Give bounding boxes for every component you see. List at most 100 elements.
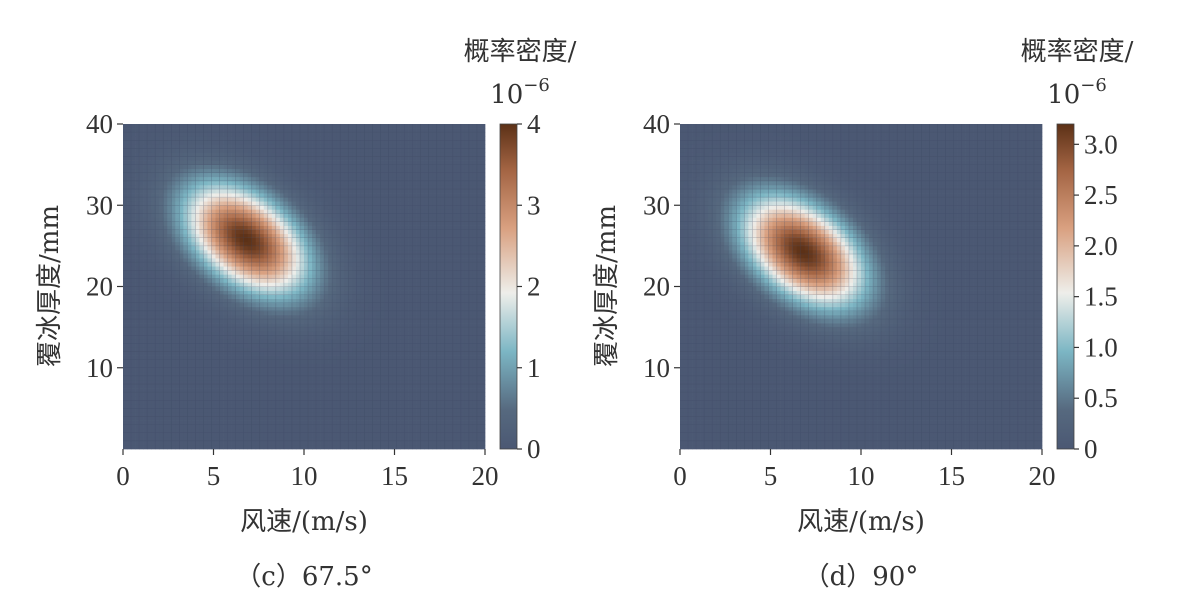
heatmap-cell xyxy=(159,327,164,332)
heatmap-cell xyxy=(295,375,301,381)
heatmap-cell xyxy=(135,233,140,239)
heatmap-cell xyxy=(344,310,349,316)
heatmap-cell xyxy=(131,258,136,263)
heatmap-cell xyxy=(127,428,132,434)
heatmap-cell xyxy=(308,339,313,344)
heatmap-cell xyxy=(199,314,204,320)
heatmap-cell xyxy=(131,327,136,332)
heatmap-cell xyxy=(171,254,176,259)
heatmap-cell xyxy=(372,436,377,442)
heatmap-cell xyxy=(295,233,301,239)
heatmap-cell xyxy=(356,392,361,397)
heatmap-cell xyxy=(219,404,224,409)
heatmap-cell xyxy=(308,396,313,401)
heatmap-cell xyxy=(304,339,309,344)
heatmap-cell xyxy=(175,436,180,442)
heatmap-cell xyxy=(376,225,381,230)
heatmap-cell xyxy=(279,436,285,442)
heatmap-cell xyxy=(456,237,462,243)
heatmap-cell xyxy=(239,294,245,300)
heatmap-cell xyxy=(356,241,361,247)
heatmap-cell xyxy=(167,254,172,259)
heatmap-cell xyxy=(480,306,486,312)
heatmap-cell xyxy=(243,428,249,434)
heatmap-cell xyxy=(275,225,281,230)
heatmap-cell xyxy=(312,416,317,421)
heatmap-cell xyxy=(452,396,458,401)
heatmap-cell xyxy=(376,278,381,283)
heatmap-cell xyxy=(179,245,184,251)
heatmap-cell xyxy=(444,270,450,275)
heatmap-cell xyxy=(231,278,236,283)
heatmap-cell xyxy=(139,314,144,320)
heatmap-cell xyxy=(400,249,405,255)
heatmap-cell xyxy=(143,408,148,413)
heatmap-cell xyxy=(412,327,417,332)
heatmap-cell xyxy=(127,233,132,239)
heatmap-cell xyxy=(472,396,478,401)
heatmap-cell xyxy=(452,339,458,344)
heatmap-cell xyxy=(380,367,385,373)
heatmap-cell xyxy=(135,327,140,332)
heatmap-cell xyxy=(456,339,462,344)
heatmap-cell xyxy=(412,249,417,255)
heatmap-cell xyxy=(332,310,337,316)
heatmap-cell xyxy=(368,319,373,324)
heatmap-cell xyxy=(356,254,361,259)
heatmap-cell xyxy=(195,424,200,430)
heatmap-cell xyxy=(243,424,249,430)
heatmap-cell xyxy=(436,266,442,271)
heatmap-cell xyxy=(247,379,253,385)
heatmap-cell xyxy=(312,347,317,352)
heatmap-cell xyxy=(155,384,160,389)
heatmap-cell xyxy=(223,355,228,360)
heatmap-cell xyxy=(235,440,240,446)
heatmap-cell xyxy=(476,432,482,438)
heatmap-cell xyxy=(448,241,454,247)
heatmap-cell xyxy=(392,262,397,267)
heatmap-cell xyxy=(135,278,140,283)
heatmap-cell xyxy=(143,323,148,328)
heatmap-cell xyxy=(304,428,309,434)
heatmap-cell xyxy=(147,408,152,413)
heatmap-cell xyxy=(424,428,430,434)
heatmap-cell xyxy=(287,339,293,344)
heatmap-cell xyxy=(332,436,337,442)
heatmap-cell xyxy=(436,355,442,360)
heatmap-cell xyxy=(356,294,361,300)
heatmap-cell xyxy=(400,408,405,413)
heatmap-cell xyxy=(299,229,305,235)
heatmap-cell xyxy=(368,432,373,438)
heatmap-cell xyxy=(247,294,253,300)
heatmap-cell xyxy=(336,432,341,438)
heatmap-cell xyxy=(460,262,466,267)
heatmap-cell xyxy=(384,237,389,243)
heatmap-cell xyxy=(424,343,430,348)
heatmap-cell xyxy=(380,319,385,324)
heatmap-cell xyxy=(279,266,285,271)
heatmap-cell xyxy=(480,258,486,263)
heatmap-cell xyxy=(219,258,224,263)
heatmap-cell xyxy=(255,245,261,251)
heatmap-cell xyxy=(235,355,240,360)
heatmap-cell xyxy=(131,424,136,430)
heatmap-cell xyxy=(155,254,160,259)
heatmap-cell xyxy=(480,245,486,251)
heatmap-cell xyxy=(456,282,462,287)
heatmap-cell xyxy=(368,298,373,304)
heatmap-cell xyxy=(392,302,397,308)
heatmap-cell xyxy=(255,424,261,430)
heatmap-cell xyxy=(388,384,393,389)
heatmap-cell xyxy=(215,436,220,442)
heatmap-cell xyxy=(452,306,458,312)
heatmap-cell xyxy=(420,306,426,312)
heatmap-cell xyxy=(412,225,417,230)
heatmap-cell xyxy=(336,266,341,271)
heatmap-cell xyxy=(456,436,462,442)
heatmap-cell xyxy=(207,384,212,389)
heatmap-cell xyxy=(179,319,184,324)
heatmap-cell xyxy=(239,392,245,397)
heatmap-cell xyxy=(308,351,313,356)
heatmap-cell xyxy=(271,314,277,320)
heatmap-cell xyxy=(151,294,156,300)
